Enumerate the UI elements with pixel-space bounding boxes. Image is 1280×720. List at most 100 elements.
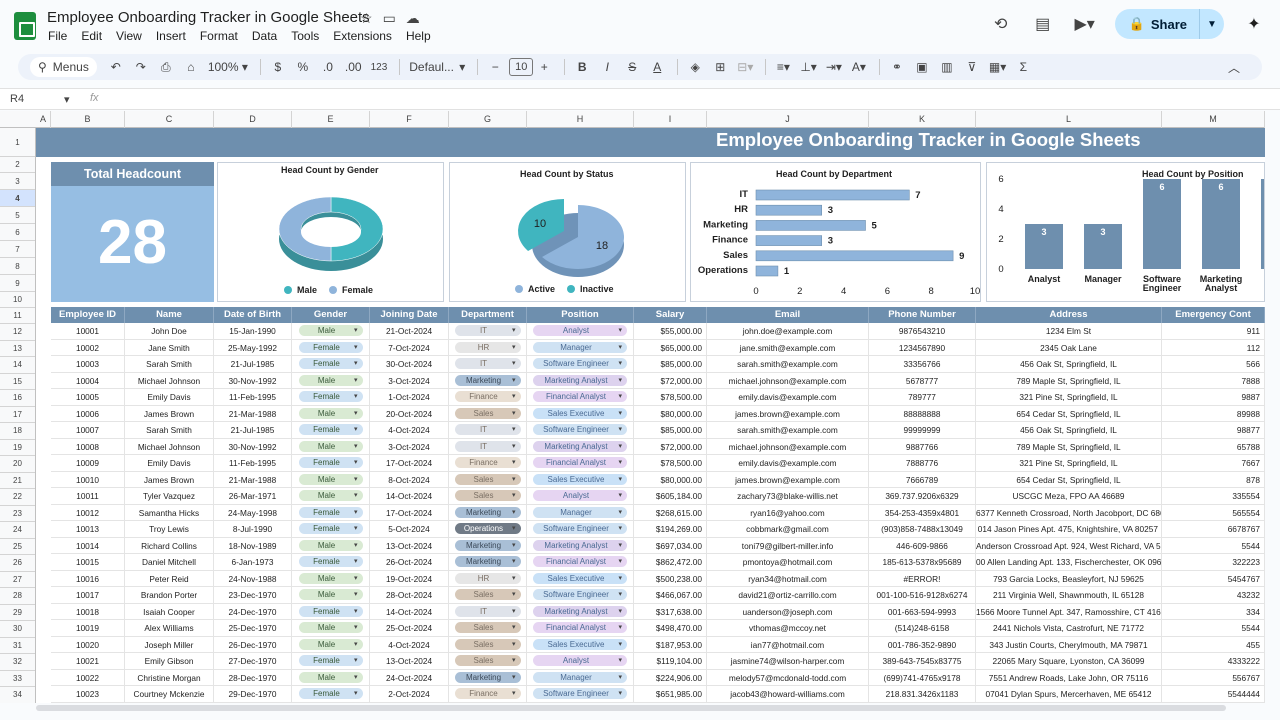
cell-address[interactable]: 014 Jason Pines Apt. 475, Knightshire, V… [976,521,1162,538]
cell-phone-number[interactable]: 1234567890 [869,339,976,356]
cell-phone-number[interactable]: 9876543210 [869,323,976,340]
cell-employee-id[interactable]: 10023 [51,686,125,703]
gender-dropdown-chip[interactable]: Male [298,325,363,337]
cell-address[interactable]: 321 Pine St, Springfield, IL [976,455,1162,472]
cell-joining-date[interactable]: 21-Oct-2024 [370,323,449,340]
cell-employee-id[interactable]: 10013 [51,521,125,538]
cell-department[interactable]: IT [449,603,527,620]
cell-salary[interactable]: $194,269.00 [634,521,707,538]
cell-name[interactable]: Sarah Smith [125,356,214,373]
paint-format-icon[interactable]: ⌂ [187,60,195,74]
position-dropdown-chip[interactable]: Software Engineer [533,424,627,436]
cell-position[interactable]: Analyst [527,323,634,340]
cell-gender[interactable]: Female [292,422,370,439]
cell-address[interactable]: 07041 Dylan Spurs, Mercerhaven, ME 65412 [976,686,1162,703]
department-dropdown-chip[interactable]: IT [454,605,521,617]
row-header-3[interactable]: 3 [0,173,35,190]
meet-icon[interactable]: ▶▾ [1074,16,1095,33]
department-chart[interactable]: Head Count by Department IT 7 HR 3 Marketing… [690,162,981,302]
name-box-dropdown-icon[interactable]: ▾ [64,94,70,106]
cell-gender[interactable]: Male [292,587,370,604]
pos-bar[interactable] [1202,179,1240,269]
cell-department[interactable]: Marketing [449,504,527,521]
insert-link-icon[interactable]: ⚭ [891,60,902,74]
cell-name[interactable]: Michael Johnson [125,438,214,455]
menu-tools[interactable]: Tools [291,29,320,43]
cell-date-of-birth[interactable]: 29-Dec-1970 [214,686,292,703]
cell-name[interactable]: Alex Williams [125,620,214,637]
text-color-icon[interactable]: A [653,60,662,74]
cell-position[interactable]: Software Engineer [527,356,634,373]
row-header-28[interactable]: 28 [0,588,35,605]
department-dropdown-chip[interactable]: Marketing [454,506,521,518]
gender-dropdown-chip[interactable]: Male [298,407,363,419]
cell-address[interactable]: 654 Cedar St, Springfield, IL [976,471,1162,488]
cell-department[interactable]: Operations [449,521,527,538]
cell-gender[interactable]: Female [292,389,370,406]
department-dropdown-chip[interactable]: Sales [454,655,521,667]
department-dropdown-chip[interactable]: HR [454,341,521,353]
cell-employee-id[interactable]: 10019 [51,620,125,637]
cell-salary[interactable]: $466,067.00 [634,587,707,604]
position-dropdown-chip[interactable]: Marketing Analyst [533,605,627,617]
position-dropdown-chip[interactable]: Manager [533,341,627,353]
cell-phone-number[interactable]: 389-643-7545x83775 [869,653,976,670]
gender-chart[interactable]: Head Count by Gender Male Female [217,162,444,302]
cell-joining-date[interactable]: 19-Oct-2024 [370,570,449,587]
move-folder-icon[interactable]: ▭ [382,10,396,26]
cell-name[interactable]: Troy Lewis [125,521,214,538]
cell-emergency-cont[interactable]: 455 [1162,636,1265,653]
cell-employee-id[interactable]: 10007 [51,422,125,439]
cell-phone-number[interactable]: (903)858-7488x13049 [869,521,976,538]
cell-emergency-cont[interactable]: 7667 [1162,455,1265,472]
position-dropdown-chip[interactable]: Manager [533,506,627,518]
row-header-16[interactable]: 16 [0,390,35,407]
cell-salary[interactable]: $55,000.00 [634,323,707,340]
cell-gender[interactable]: Male [292,471,370,488]
column-header-a[interactable]: A [36,111,51,128]
cell-emergency-cont[interactable]: 565554 [1162,504,1265,521]
gender-dropdown-chip[interactable]: Male [298,589,363,601]
cell-email[interactable]: melody57@mcdonald-todd.com [707,669,869,686]
cell-position[interactable]: Marketing Analyst [527,603,634,620]
department-dropdown-chip[interactable]: IT [454,440,521,452]
column-header-c[interactable]: C [125,111,214,128]
cell-address[interactable]: 321 Pine St, Springfield, IL [976,389,1162,406]
menu-data[interactable]: Data [251,29,278,43]
cell-emergency-cont[interactable]: 322223 [1162,554,1265,571]
position-chart[interactable]: Head Count by Position 0 2 4 6 3 Analyst 3 Mana… [986,162,1265,302]
column-header-k[interactable]: K [869,111,976,128]
cell-date-of-birth[interactable]: 11-Feb-1995 [214,389,292,406]
currency-format-button[interactable]: $ [274,60,282,74]
cell-employee-id[interactable]: 10017 [51,587,125,604]
cell-salary[interactable]: $268,615.00 [634,504,707,521]
cell-phone-number[interactable]: 001-786-352-9890 [869,636,976,653]
cell-date-of-birth[interactable]: 26-Dec-1970 [214,636,292,653]
bold-icon[interactable]: B [577,60,587,74]
cell-address[interactable]: 211 Virginia Well, Shawnmouth, IL 65128 [976,587,1162,604]
column-header-e[interactable]: E [292,111,370,128]
menu-file[interactable]: File [48,29,68,43]
cell-email[interactable]: sarah.smith@example.com [707,422,869,439]
gemini-icon[interactable]: ✦ [1247,16,1261,33]
row-header-8[interactable]: 8 [0,258,35,275]
increase-decimal-button[interactable]: .00 [344,60,362,74]
cell-emergency-cont[interactable]: 5544 [1162,620,1265,637]
cell-date-of-birth[interactable]: 24-May-1998 [214,504,292,521]
cell-department[interactable]: Sales [449,587,527,604]
department-dropdown-chip[interactable]: Sales [454,638,521,650]
position-dropdown-chip[interactable]: Marketing Analyst [533,374,627,386]
cell-employee-id[interactable]: 10006 [51,405,125,422]
menu-extensions[interactable]: Extensions [333,29,392,43]
share-dropdown-icon[interactable]: ▼ [1207,18,1217,30]
cell-date-of-birth[interactable]: 24-Dec-1970 [214,603,292,620]
cell-department[interactable]: Sales [449,488,527,505]
cell-employee-id[interactable]: 10011 [51,488,125,505]
cell-name[interactable]: James Brown [125,471,214,488]
cell-date-of-birth[interactable]: 6-Jan-1973 [214,554,292,571]
cell-phone-number[interactable]: (699)741-4765x9178 [869,669,976,686]
cell-address[interactable]: 789 Maple St, Springfield, IL [976,438,1162,455]
cell-date-of-birth[interactable]: 21-Mar-1988 [214,471,292,488]
